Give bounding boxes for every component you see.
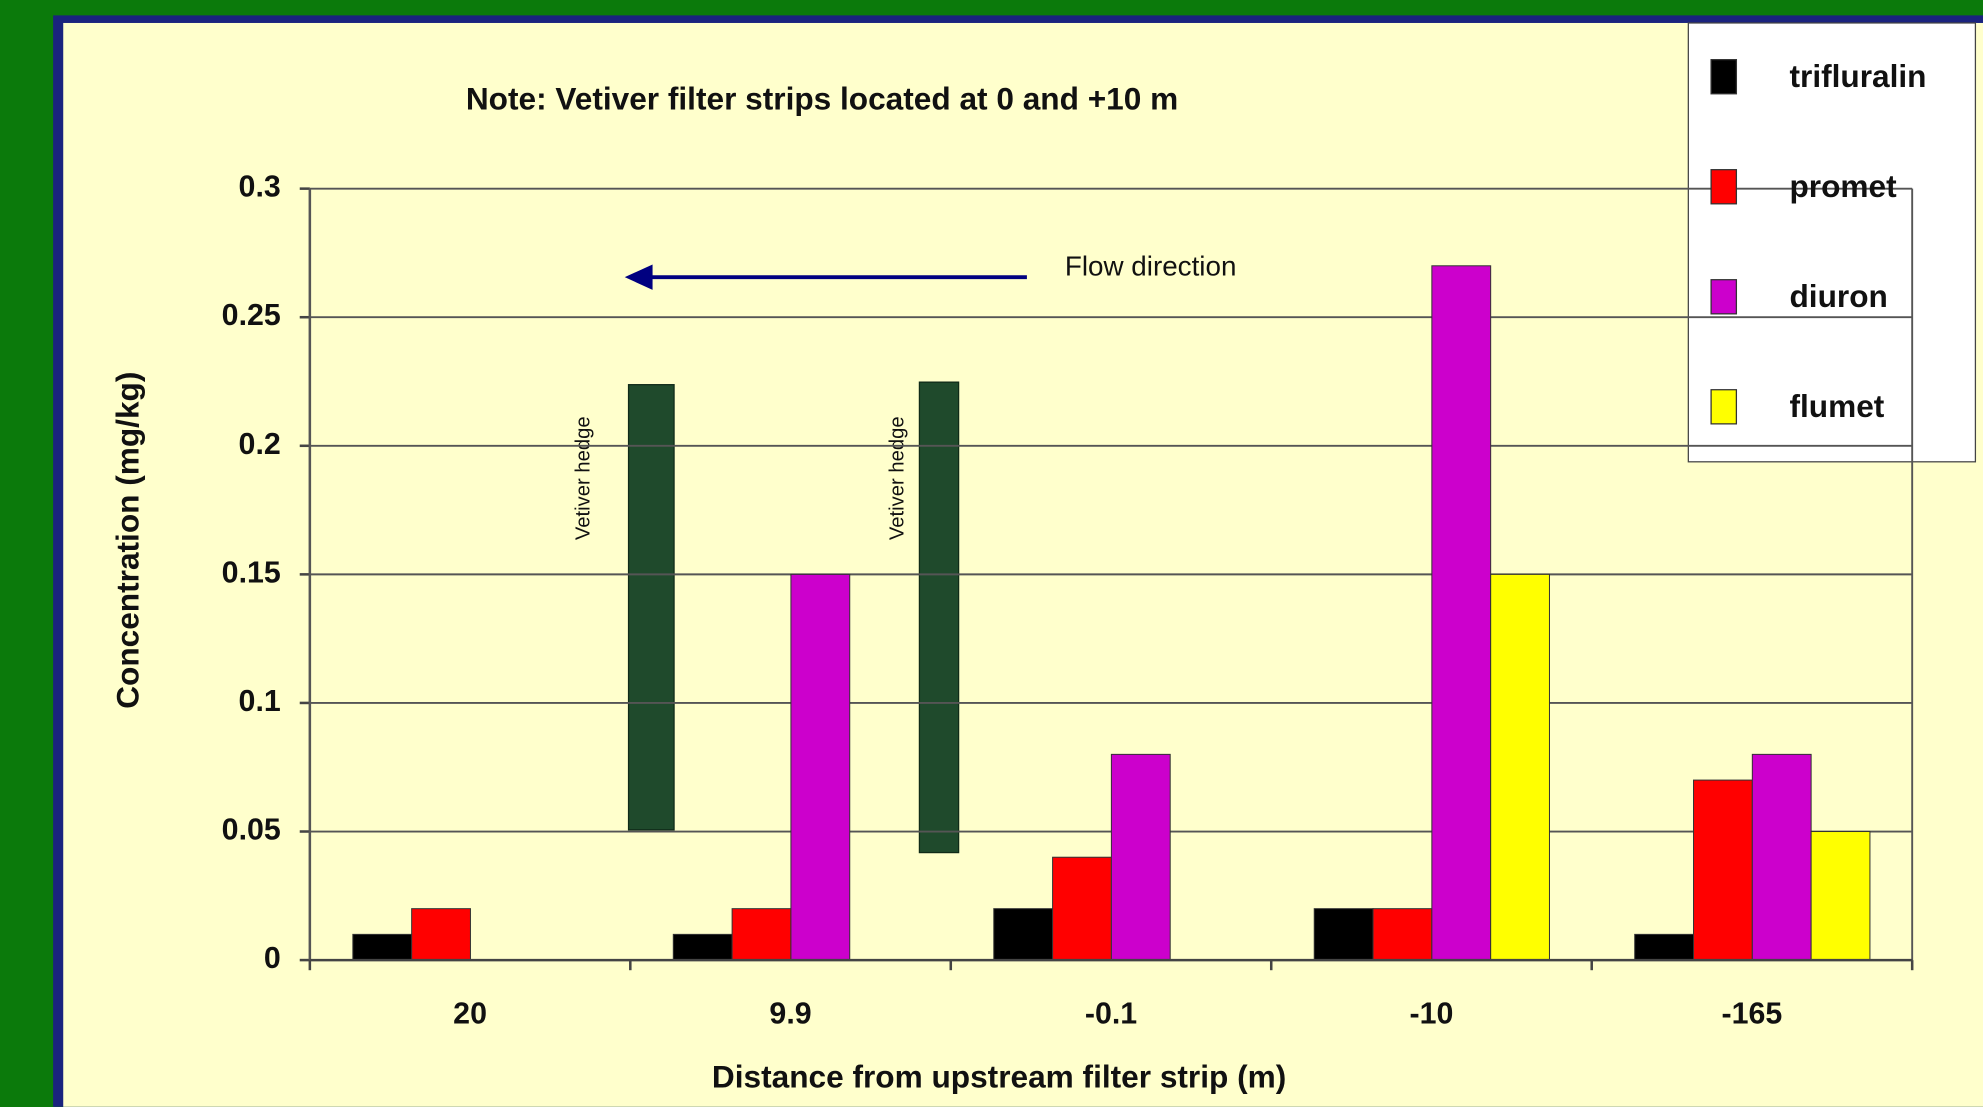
bar (1490, 573, 1550, 961)
legend-swatch (1710, 389, 1738, 425)
x-tick-label: 20 (453, 998, 487, 1031)
y-tick-label: 0.15 (222, 556, 281, 589)
bar (1110, 753, 1171, 961)
bar (1052, 856, 1112, 961)
hedge-label: Vetiver hedge (886, 416, 908, 540)
bar (411, 908, 471, 961)
x-tick-label: -165 (1722, 998, 1783, 1031)
y-tick-label: 0 (264, 942, 281, 975)
vetiver-hedge (918, 381, 960, 854)
arrow-head (624, 264, 653, 290)
bar (1372, 908, 1433, 961)
bar (1751, 753, 1812, 961)
legend-label: promet (1790, 168, 1898, 204)
y-tick-label: 0.25 (222, 299, 281, 332)
legend-swatch (1710, 59, 1738, 95)
bar (790, 573, 851, 961)
x-axis-title: Distance from upstream filter strip (m) (712, 1058, 1286, 1094)
y-tick-label: 0.05 (222, 814, 281, 847)
legend-label: trifluralin (1790, 58, 1927, 94)
y-tick-label: 0.1 (239, 685, 281, 718)
x-tick-label: 9.9 (769, 998, 811, 1031)
x-tick-label: -10 (1410, 998, 1454, 1031)
flow-label: Flow direction (1065, 251, 1237, 282)
bar (993, 908, 1054, 961)
bar (1810, 831, 1871, 961)
y-tick-label: 0.2 (239, 428, 281, 461)
legend-swatch (1710, 279, 1738, 315)
bar (1634, 933, 1695, 961)
legend-label: flumet (1790, 388, 1885, 424)
vetiver-hedge (627, 384, 675, 831)
bar (1313, 908, 1374, 961)
hedge-label: Vetiver hedge (573, 416, 595, 540)
x-tick-label: -0.1 (1085, 998, 1137, 1031)
note: Note: Vetiver filter strips located at 0… (466, 81, 1178, 117)
bar (352, 933, 413, 961)
legend-swatch (1710, 169, 1738, 205)
bar (672, 933, 733, 961)
legend (1687, 22, 1977, 463)
bar (1431, 265, 1492, 961)
legend-label: diuron (1790, 278, 1888, 314)
bar (1693, 779, 1753, 961)
bar (731, 908, 792, 961)
y-axis-title: Concentration (mg/kg) (110, 372, 146, 709)
y-tick-label: 0.3 (239, 171, 281, 204)
